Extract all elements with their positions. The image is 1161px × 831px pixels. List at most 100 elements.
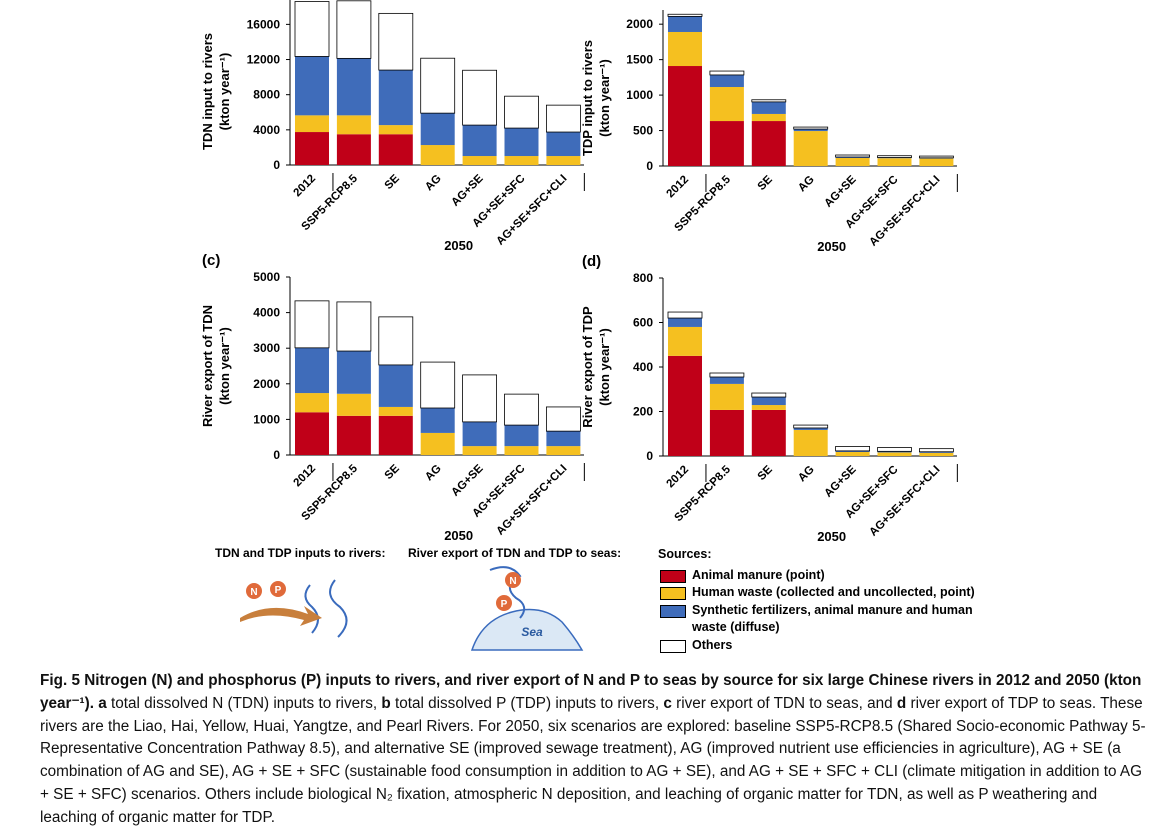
- x-tick-label: 2012: [292, 173, 319, 200]
- bar-segment: [877, 452, 912, 456]
- bar-segment: [919, 158, 954, 166]
- bar-segment: [709, 409, 744, 456]
- x-tick-label: AG: [796, 174, 817, 195]
- bar-segment: [793, 424, 829, 429]
- bar-segment: [546, 104, 581, 133]
- bar-segment: [462, 446, 497, 455]
- bar-segment: [668, 66, 702, 166]
- bar-segment: [751, 101, 786, 114]
- river: [304, 584, 319, 634]
- bar-segment: [336, 351, 371, 394]
- bar-segment: [420, 408, 455, 433]
- legend-item: Others: [658, 637, 998, 655]
- y-axis-label: River export of TDP: [580, 306, 595, 428]
- caption-text: river export of TDN to seas, and: [671, 694, 897, 712]
- y-axis-label: (kton year⁻¹): [217, 327, 232, 405]
- bar-segment: [420, 432, 455, 455]
- x-tick-label: AG+SE: [449, 462, 486, 499]
- bar-segment: [420, 361, 456, 409]
- bar-segment: [919, 155, 954, 159]
- y-tick-label: 1000: [253, 412, 280, 426]
- caption-text: total dissolved P (TDP) inputs to rivers…: [390, 694, 664, 712]
- bar-segment: [336, 58, 371, 116]
- legend-item: Synthetic fertilizers, animal manure and…: [658, 602, 998, 637]
- bar-segment: [668, 31, 702, 67]
- bar-segment: [462, 156, 497, 165]
- bar-segment: [667, 311, 703, 319]
- figure: TDN and TDP inputs to rivers: River expo…: [200, 0, 958, 651]
- bar-segment: [462, 374, 498, 423]
- bar-segment: [709, 121, 744, 166]
- bar-segment: [420, 57, 456, 114]
- bar-segment: [919, 452, 954, 456]
- bar-segment: [295, 115, 329, 133]
- bar-segment: [378, 406, 413, 416]
- x-tick-label: 2012: [665, 464, 692, 491]
- panel-label: (c): [202, 252, 220, 269]
- bar-segment: [793, 131, 828, 166]
- legend-title: Sources:: [658, 547, 712, 561]
- bar-segment: [504, 425, 539, 447]
- bar-segment: [504, 95, 539, 129]
- bar-segment: [504, 156, 539, 165]
- y-tick-label: 12000: [247, 53, 281, 67]
- group-label: 2050: [444, 528, 473, 543]
- bar-segment: [793, 427, 828, 430]
- x-tick-label: AG+SE+SFC+CLI: [867, 174, 942, 249]
- bar-segment: [668, 326, 702, 356]
- x-tick-label: AG+SE: [449, 172, 486, 209]
- bar-segment: [835, 446, 870, 452]
- legend-swatch: [660, 587, 686, 600]
- x-tick-label: AG+SE+SFC+CLI: [867, 464, 942, 539]
- bar-segment: [462, 69, 498, 126]
- sea-text: Sea: [521, 625, 543, 639]
- caption-text: b: [381, 694, 391, 712]
- bar-segment: [668, 318, 702, 327]
- bar-segment: [378, 364, 413, 407]
- group-label: 2050: [817, 239, 846, 254]
- bar-segment: [295, 393, 329, 413]
- y-axis-label: TDN input to rivers: [200, 33, 215, 150]
- bar-segment: [835, 450, 870, 452]
- bar-segment: [294, 300, 330, 349]
- river: [329, 579, 348, 638]
- bar-segment: [336, 134, 371, 165]
- bar-segment: [504, 393, 539, 426]
- bar-segment: [877, 158, 912, 166]
- bar-segment: [751, 405, 786, 410]
- n-icon: [505, 572, 521, 588]
- legend-item: Animal manure (point): [658, 567, 998, 585]
- arrow: [240, 606, 322, 626]
- bar-segment: [546, 446, 581, 455]
- bar-segment: [793, 126, 829, 130]
- x-tick-label: SE: [756, 463, 776, 483]
- y-tick-label: 500: [633, 124, 653, 138]
- group-label: 2050: [444, 238, 473, 253]
- bar-segment: [793, 429, 828, 456]
- group-label: 2050: [817, 529, 846, 544]
- y-tick-label: 0: [273, 448, 280, 462]
- y-tick-label: 16000: [247, 17, 281, 31]
- x-tick-label: AG+SE+SFC+CLI: [494, 173, 569, 248]
- bar-segment: [667, 13, 703, 17]
- bar-segment: [751, 99, 787, 103]
- bar-segment: [378, 415, 413, 455]
- y-tick-label: 1500: [626, 53, 653, 67]
- y-axis-label: River export of TDN: [200, 305, 215, 427]
- bar-segment: [751, 121, 786, 166]
- bar-segment: [378, 12, 414, 71]
- x-tick-label: AG: [796, 464, 817, 485]
- bar-segment: [877, 447, 912, 452]
- export-label: River export of TDN and TDP to seas:: [408, 546, 621, 560]
- caption-text: d: [896, 694, 907, 712]
- x-tick-label: 2012: [665, 174, 692, 201]
- x-tick-label: AG+SE+SFC+CLI: [494, 463, 569, 538]
- caption-text: c: [663, 694, 672, 712]
- y-axis-label: (kton year⁻¹): [217, 53, 232, 131]
- x-tick-label: 2012: [292, 463, 319, 490]
- bar-segment: [546, 132, 581, 157]
- caption-text: total dissolved N (TDN) inputs to rivers…: [106, 694, 382, 712]
- bar-segment: [462, 125, 497, 157]
- caption-text: Fig. 5 Nitrogen (N) and phosphorus (P) i…: [40, 672, 1142, 712]
- bar-segment: [378, 125, 413, 135]
